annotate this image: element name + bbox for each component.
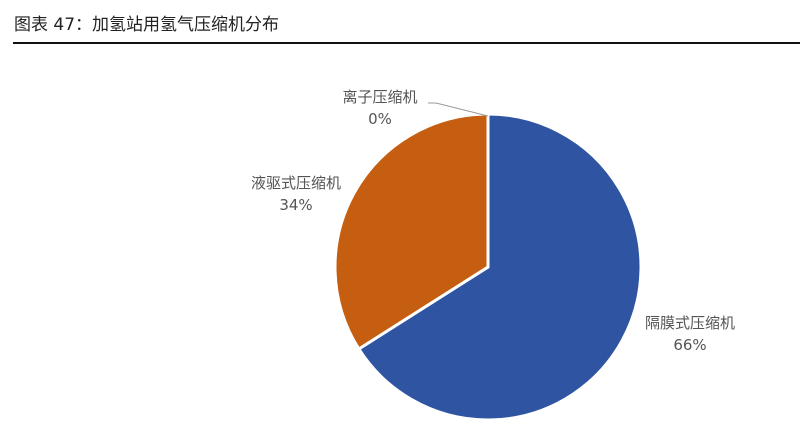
chart-title: 图表 47：加氢站用氢气压缩机分布	[14, 15, 280, 35]
leader-line	[428, 102, 489, 117]
slice-value-label: 66%	[673, 336, 706, 354]
pie-slice	[356, 112, 643, 422]
slice-value-label: 34%	[279, 196, 312, 214]
slice-value-label: 0%	[368, 110, 392, 128]
slice-label: 隔膜式压缩机	[645, 314, 735, 332]
slice-label: 液驱式压缩机	[251, 174, 341, 192]
slice-label: 离子压缩机	[342, 88, 417, 106]
title-divider	[13, 42, 800, 44]
pie-slice	[333, 112, 490, 352]
